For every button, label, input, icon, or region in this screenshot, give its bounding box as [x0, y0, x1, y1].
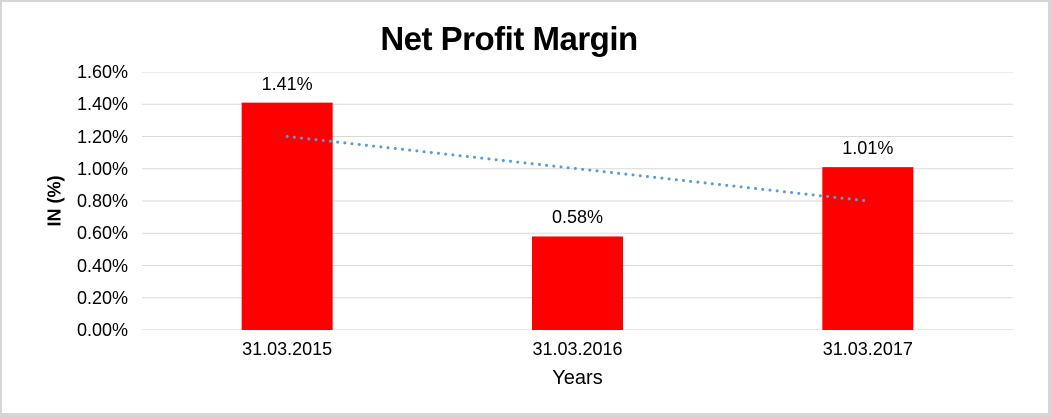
x-tick-label: 31.03.2015	[242, 339, 333, 359]
plot-area	[142, 72, 1013, 330]
y-tick-label: 1.20%	[76, 126, 128, 147]
chart-title: Net Profit Margin	[380, 20, 638, 57]
bar	[241, 102, 333, 330]
bar	[532, 236, 623, 330]
y-tick-label: 0.00%	[76, 320, 128, 340]
y-tick-label: 0.80%	[76, 191, 128, 211]
y-tick-label: 0.20%	[76, 287, 128, 308]
y-tick-label: 0.40%	[76, 255, 128, 276]
data-label: 1.41%	[261, 73, 313, 94]
y-tick-label: 0.60%	[76, 223, 128, 244]
bar	[822, 167, 914, 330]
x-tick-label: 31.03.2016	[532, 339, 623, 359]
y-tick-label: 1.00%	[76, 158, 128, 179]
data-label: 0.58%	[551, 207, 604, 228]
trendline	[285, 135, 870, 203]
x-axis-title: Years	[552, 367, 603, 389]
y-tick-label: 1.60%	[76, 62, 128, 82]
data-label: 1.01%	[842, 138, 894, 159]
y-tick-label: 1.40%	[76, 94, 128, 115]
x-tick-label: 31.03.2017	[822, 339, 913, 359]
